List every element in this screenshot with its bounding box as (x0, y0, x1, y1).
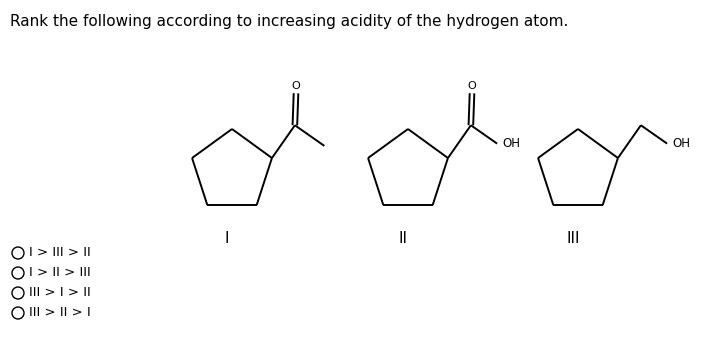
Text: Rank the following according to increasing acidity of the hydrogen atom.: Rank the following according to increasi… (10, 14, 569, 29)
Text: I > III > II: I > III > II (29, 246, 91, 260)
Text: III: III (566, 231, 580, 246)
Text: II: II (399, 231, 408, 246)
Text: O: O (467, 81, 476, 91)
Text: I: I (224, 231, 229, 246)
Text: I > II > III: I > II > III (29, 267, 91, 280)
Text: OH: OH (502, 137, 520, 150)
Text: III > I > II: III > I > II (29, 287, 91, 299)
Text: OH: OH (672, 137, 690, 150)
Text: O: O (292, 81, 300, 91)
Text: III > II > I: III > II > I (29, 306, 91, 319)
